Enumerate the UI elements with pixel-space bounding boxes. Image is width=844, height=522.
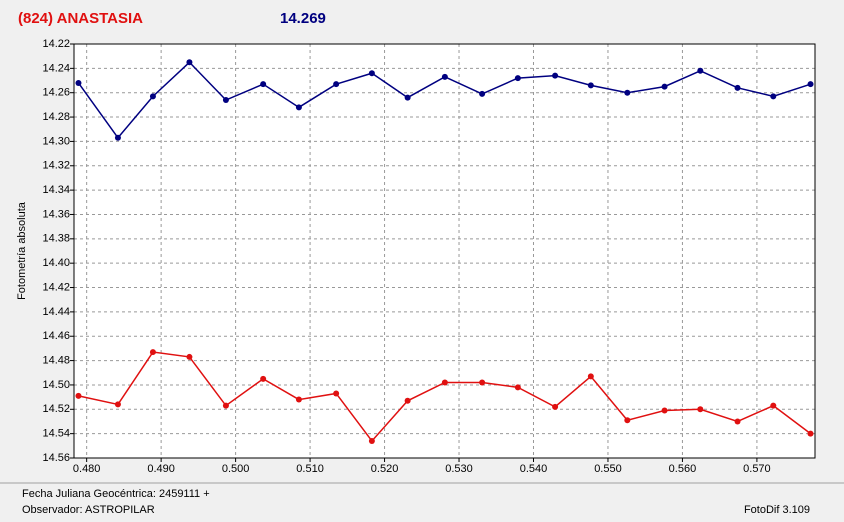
x-tick-label: 0.570: [743, 463, 771, 475]
y-tick-label: 14.36: [42, 208, 70, 220]
annotation: 14.269: [280, 10, 326, 27]
x-tick-label: 0.520: [371, 463, 399, 475]
point: [222, 402, 229, 409]
point: [368, 437, 375, 444]
x-tick-label: 0.550: [594, 463, 622, 475]
point: [441, 379, 448, 386]
x-tick-label: 0.540: [520, 463, 548, 475]
point: [295, 396, 302, 403]
point: [222, 97, 229, 104]
y-tick-label: 14.54: [42, 428, 70, 440]
y-tick-label: 14.42: [42, 281, 70, 293]
point: [404, 397, 411, 404]
point: [260, 375, 267, 382]
point: [807, 81, 814, 88]
y-tick-label: 14.56: [42, 452, 70, 464]
x-tick-label: 0.560: [669, 463, 697, 475]
x-tick-label: 0.530: [445, 463, 473, 475]
point: [697, 406, 704, 413]
y-tick-label: 14.50: [42, 379, 70, 391]
y-tick-label: 14.32: [42, 160, 70, 172]
point: [624, 89, 631, 96]
footer-text: Fecha Juliana Geocéntrica: 2459111 +: [22, 488, 210, 500]
point: [734, 84, 741, 91]
y-tick-label: 14.24: [42, 62, 70, 74]
point: [295, 104, 302, 111]
point: [441, 73, 448, 80]
point: [552, 403, 559, 410]
point: [368, 70, 375, 77]
point: [333, 390, 340, 397]
y-tick-label: 14.44: [42, 306, 70, 318]
point: [404, 94, 411, 101]
point: [661, 83, 668, 90]
y-tick-label: 14.46: [42, 330, 70, 342]
x-tick-label: 0.500: [222, 463, 250, 475]
chart-title: (824) ANASTASIA: [18, 10, 143, 27]
y-tick-label: 14.28: [42, 111, 70, 123]
y-tick-label: 14.38: [42, 233, 70, 245]
point: [186, 59, 193, 66]
point: [552, 72, 559, 79]
y-tick-label: 14.26: [42, 87, 70, 99]
y-axis-label: Fotometría absoluta: [16, 201, 28, 300]
plot-area: [74, 44, 815, 458]
point: [186, 353, 193, 360]
footer-text: Observador: ASTROPILAR: [22, 504, 155, 516]
point: [149, 349, 156, 356]
point: [75, 392, 82, 399]
footer: [0, 483, 844, 522]
point: [770, 402, 777, 409]
y-tick-label: 14.34: [42, 184, 70, 196]
x-tick-label: 0.510: [296, 463, 324, 475]
point: [75, 79, 82, 86]
point: [770, 93, 777, 100]
y-tick-label: 14.30: [42, 135, 70, 147]
x-tick-label: 0.490: [147, 463, 175, 475]
point: [624, 417, 631, 424]
plot-border: [73, 43, 816, 459]
y-tick-label: 14.22: [42, 38, 70, 50]
point: [514, 75, 521, 82]
point: [114, 134, 121, 141]
point: [479, 90, 486, 97]
software-label: FotoDif 3.109: [744, 504, 810, 516]
y-tick-label: 14.40: [42, 257, 70, 269]
point: [514, 384, 521, 391]
x-tick-label: 0.480: [73, 463, 101, 475]
point: [697, 67, 704, 74]
point: [587, 373, 594, 380]
y-tick-label: 14.52: [42, 403, 70, 415]
point: [333, 81, 340, 88]
point: [114, 401, 121, 408]
point: [479, 379, 486, 386]
point: [734, 418, 741, 425]
point: [149, 93, 156, 100]
point: [260, 81, 267, 88]
point: [587, 82, 594, 89]
y-tick-label: 14.48: [42, 354, 70, 366]
point: [661, 407, 668, 414]
point: [807, 430, 814, 437]
